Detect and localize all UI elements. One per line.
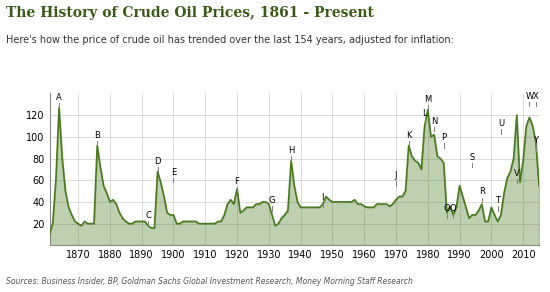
Text: Sources: Business Insider, BP, Goldman Sachs Global Investment Research, Money M: Sources: Business Insider, BP, Goldman S… bbox=[6, 277, 412, 286]
Text: K: K bbox=[406, 131, 411, 140]
Text: L: L bbox=[422, 110, 427, 118]
Text: M: M bbox=[424, 95, 431, 104]
Text: D: D bbox=[155, 157, 161, 166]
Text: G: G bbox=[269, 196, 275, 205]
Text: H: H bbox=[288, 146, 294, 155]
Text: J: J bbox=[395, 171, 397, 180]
Text: S: S bbox=[470, 153, 475, 162]
Text: N: N bbox=[431, 117, 437, 126]
Text: Y: Y bbox=[534, 136, 538, 145]
Text: X: X bbox=[533, 92, 538, 101]
Text: B: B bbox=[94, 131, 100, 140]
Text: A: A bbox=[56, 93, 62, 102]
Text: P: P bbox=[441, 133, 446, 142]
Text: The History of Crude Oil Prices, 1861 - Present: The History of Crude Oil Prices, 1861 - … bbox=[6, 6, 373, 20]
Text: Here's how the price of crude oil has trended over the last 154 years, adjusted : Here's how the price of crude oil has tr… bbox=[6, 35, 453, 45]
Text: Q: Q bbox=[450, 204, 456, 213]
Text: F: F bbox=[235, 177, 239, 186]
Text: U: U bbox=[498, 119, 504, 128]
Text: R: R bbox=[479, 187, 485, 197]
Text: E: E bbox=[171, 168, 176, 177]
Text: C: C bbox=[145, 211, 151, 220]
Text: W: W bbox=[525, 92, 534, 101]
Text: I: I bbox=[322, 193, 324, 202]
Text: O: O bbox=[443, 204, 450, 213]
Text: V: V bbox=[514, 169, 520, 178]
Text: T: T bbox=[495, 196, 500, 205]
